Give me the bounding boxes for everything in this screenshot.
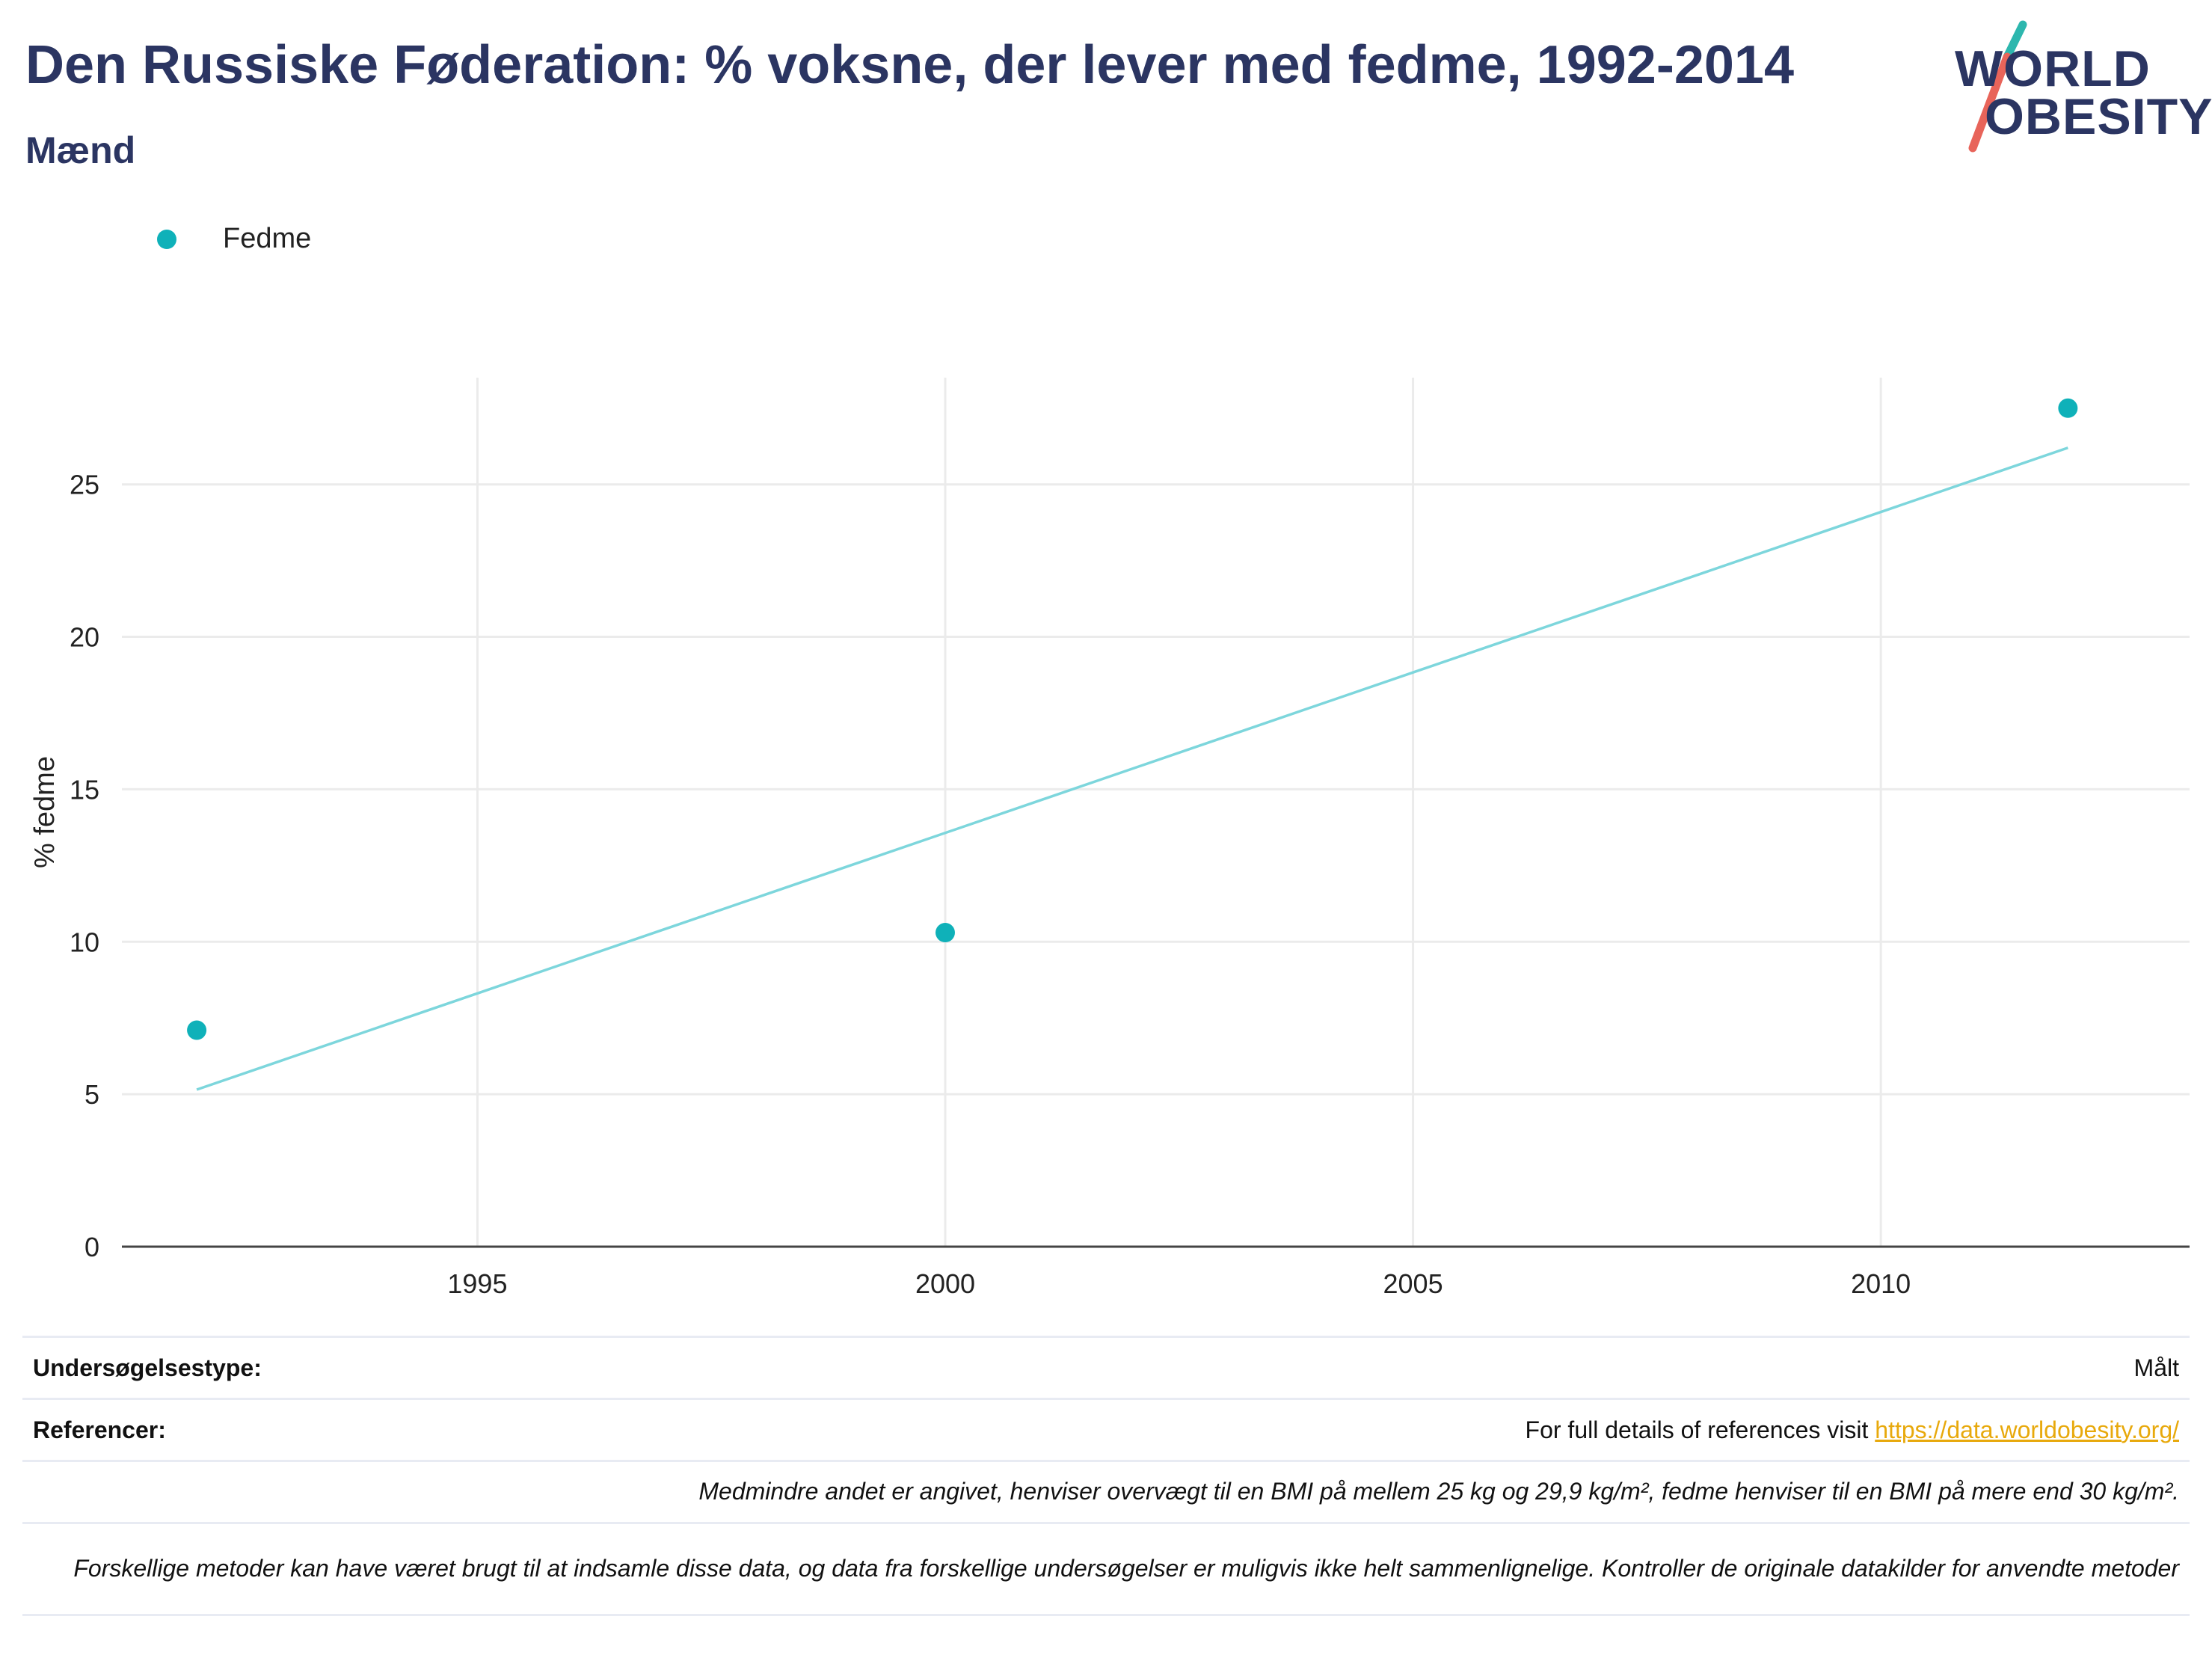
trendline-group	[196, 446, 2068, 1091]
x-tick-label: 1995	[447, 1268, 507, 1299]
scatter-chart: 0 5 10 15 20 25 1995 2000 2005 2010 % fedme	[29, 378, 2190, 1299]
chart-subtitle: Mænd	[25, 129, 136, 171]
references-row: Referencer: For full details of referenc…	[22, 1398, 2190, 1460]
survey-type-row: Undersøgelsestype: Målt	[22, 1336, 2190, 1398]
references-text: For full details of references visit	[1525, 1416, 1875, 1443]
y-tick-label: 20	[70, 622, 99, 653]
data-points	[187, 398, 2078, 1040]
chart-title: Den Russiske Føderation: % voksne, der l…	[25, 35, 1794, 95]
references-label: Referencer:	[33, 1416, 166, 1443]
data-point[interactable]	[935, 923, 955, 943]
logo-slash-icon	[1968, 20, 2027, 153]
bmi-note: Medmindre andet er angivet, henviser ove…	[698, 1478, 2179, 1505]
legend-label-fedme[interactable]: Fedme	[223, 223, 312, 254]
x-tick-label: 2005	[1383, 1268, 1443, 1299]
y-tick-label: 5	[85, 1079, 99, 1110]
bmi-note-row: Medmindre andet er angivet, henviser ove…	[22, 1460, 2190, 1522]
references-value: For full details of references visit htt…	[1526, 1416, 2179, 1444]
y-tick-label: 0	[85, 1232, 99, 1262]
y-axis-label: % fedme	[29, 756, 61, 868]
info-table: Undersøgelsestype: Målt Referencer: For …	[22, 1336, 2190, 1616]
logo-line-obesity: OBESITY	[1985, 88, 2212, 145]
methods-note-row: Forskellige metoder kan have været brugt…	[22, 1522, 2190, 1616]
y-tick-label: 10	[70, 927, 99, 957]
data-point[interactable]	[2058, 398, 2078, 418]
grid	[122, 378, 2190, 1248]
legend: Fedme	[157, 223, 311, 255]
logo-line-world: WORLD	[1955, 40, 2151, 97]
x-tick-label: 2000	[915, 1268, 975, 1299]
survey-type-value: Målt	[2133, 1354, 2179, 1381]
tick-labels: 0 5 10 15 20 25 1995 2000 2005 2010	[70, 470, 1911, 1299]
methods-note: Forskellige metoder kan have været brugt…	[73, 1555, 2179, 1582]
trendline	[196, 446, 2068, 1091]
x-tick-label: 2010	[1851, 1268, 1911, 1299]
legend-marker-fedme[interactable]	[157, 229, 176, 249]
data-point[interactable]	[187, 1020, 207, 1040]
y-tick-label: 25	[70, 470, 99, 500]
y-tick-label: 15	[70, 774, 99, 805]
survey-type-label: Undersøgelsestype:	[33, 1354, 262, 1381]
references-link[interactable]: https://data.worldobesity.org/	[1875, 1416, 2179, 1443]
world-obesity-logo[interactable]: WORLD OBESITY	[1952, 19, 2212, 162]
